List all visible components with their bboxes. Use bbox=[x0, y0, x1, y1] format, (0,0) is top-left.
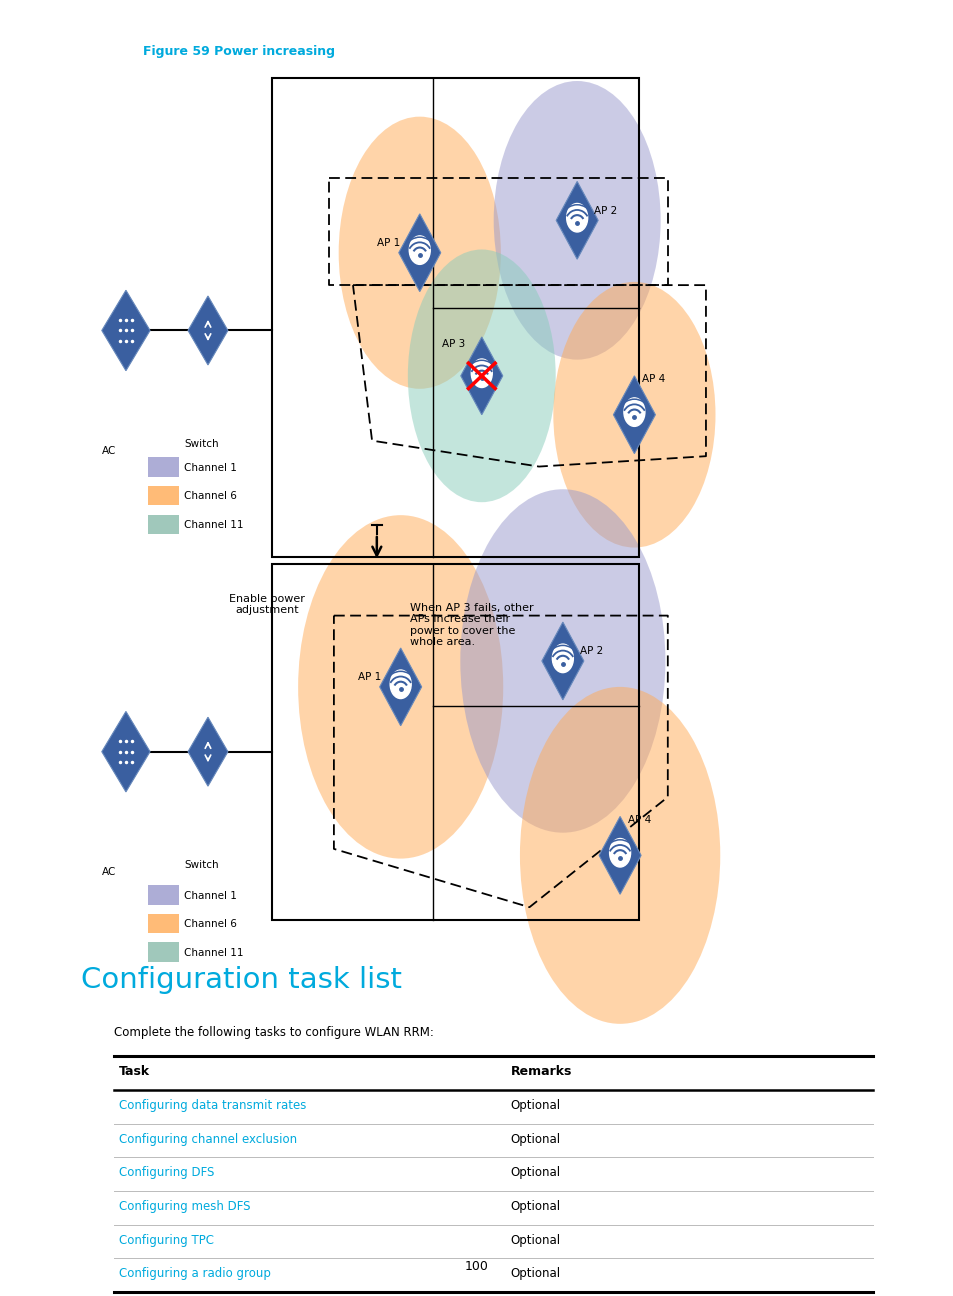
Ellipse shape bbox=[297, 515, 503, 859]
Text: Channel 11: Channel 11 bbox=[184, 520, 243, 530]
Text: AP 4: AP 4 bbox=[641, 375, 664, 385]
Polygon shape bbox=[398, 214, 440, 292]
Text: AC: AC bbox=[102, 446, 116, 456]
Text: Task: Task bbox=[119, 1065, 151, 1078]
Text: Complete the following tasks to configure WLAN RRM:: Complete the following tasks to configur… bbox=[114, 1026, 434, 1039]
Text: Optional: Optional bbox=[510, 1166, 560, 1179]
Text: Channel 1: Channel 1 bbox=[184, 463, 236, 473]
Text: Channel 11: Channel 11 bbox=[184, 947, 243, 958]
Text: Channel 6: Channel 6 bbox=[184, 919, 236, 929]
Text: Remarks: Remarks bbox=[510, 1065, 571, 1078]
Polygon shape bbox=[460, 337, 502, 415]
Text: Optional: Optional bbox=[510, 1200, 560, 1213]
Polygon shape bbox=[613, 376, 655, 454]
Circle shape bbox=[409, 236, 430, 264]
Text: AP 1: AP 1 bbox=[376, 238, 399, 249]
Circle shape bbox=[390, 670, 411, 699]
Polygon shape bbox=[188, 717, 228, 787]
Text: AP 2: AP 2 bbox=[579, 647, 602, 657]
Text: Enable power
adjustment: Enable power adjustment bbox=[229, 594, 305, 616]
Polygon shape bbox=[102, 290, 150, 371]
Text: Optional: Optional bbox=[510, 1267, 560, 1280]
Polygon shape bbox=[188, 295, 228, 365]
Text: Figure 59 Power increasing: Figure 59 Power increasing bbox=[143, 45, 335, 58]
Bar bbox=[148, 885, 179, 905]
Circle shape bbox=[609, 839, 630, 867]
Text: Switch: Switch bbox=[184, 439, 218, 450]
Ellipse shape bbox=[338, 117, 500, 389]
Ellipse shape bbox=[459, 490, 664, 833]
Bar bbox=[272, 564, 639, 920]
Ellipse shape bbox=[407, 249, 555, 503]
Ellipse shape bbox=[553, 281, 715, 547]
Bar bbox=[148, 486, 179, 505]
Text: AP 3: AP 3 bbox=[441, 340, 464, 350]
Text: Configuration task list: Configuration task list bbox=[81, 966, 401, 994]
Polygon shape bbox=[541, 622, 583, 700]
Bar bbox=[148, 914, 179, 933]
Polygon shape bbox=[379, 648, 421, 726]
Text: Channel 1: Channel 1 bbox=[184, 890, 236, 901]
Polygon shape bbox=[556, 181, 598, 259]
Ellipse shape bbox=[494, 82, 659, 360]
Text: Configuring channel exclusion: Configuring channel exclusion bbox=[119, 1133, 297, 1146]
Text: Optional: Optional bbox=[510, 1099, 560, 1112]
Text: Configuring TPC: Configuring TPC bbox=[119, 1234, 214, 1247]
Circle shape bbox=[552, 644, 573, 673]
Text: Configuring a radio group: Configuring a radio group bbox=[119, 1267, 271, 1280]
Text: Optional: Optional bbox=[510, 1234, 560, 1247]
Text: Configuring DFS: Configuring DFS bbox=[119, 1166, 214, 1179]
Text: Configuring data transmit rates: Configuring data transmit rates bbox=[119, 1099, 306, 1112]
Circle shape bbox=[623, 398, 644, 426]
Polygon shape bbox=[598, 816, 640, 894]
Text: Switch: Switch bbox=[184, 861, 218, 871]
Text: Configuring mesh DFS: Configuring mesh DFS bbox=[119, 1200, 251, 1213]
Text: Optional: Optional bbox=[510, 1133, 560, 1146]
Text: AP 4: AP 4 bbox=[627, 815, 650, 826]
Text: Channel 6: Channel 6 bbox=[184, 491, 236, 502]
Bar bbox=[148, 515, 179, 534]
Text: AP 2: AP 2 bbox=[594, 206, 617, 216]
Polygon shape bbox=[102, 712, 150, 792]
Bar bbox=[272, 78, 639, 557]
Text: AC: AC bbox=[102, 867, 116, 877]
Text: AP 1: AP 1 bbox=[357, 673, 380, 683]
Ellipse shape bbox=[519, 687, 720, 1024]
Text: 100: 100 bbox=[464, 1260, 489, 1273]
Bar bbox=[148, 457, 179, 477]
Text: When AP 3 fails, other
APs increase their
power to cover the
whole area.: When AP 3 fails, other APs increase thei… bbox=[410, 603, 534, 648]
Bar bbox=[148, 942, 179, 962]
Circle shape bbox=[566, 203, 587, 232]
Circle shape bbox=[471, 359, 492, 388]
